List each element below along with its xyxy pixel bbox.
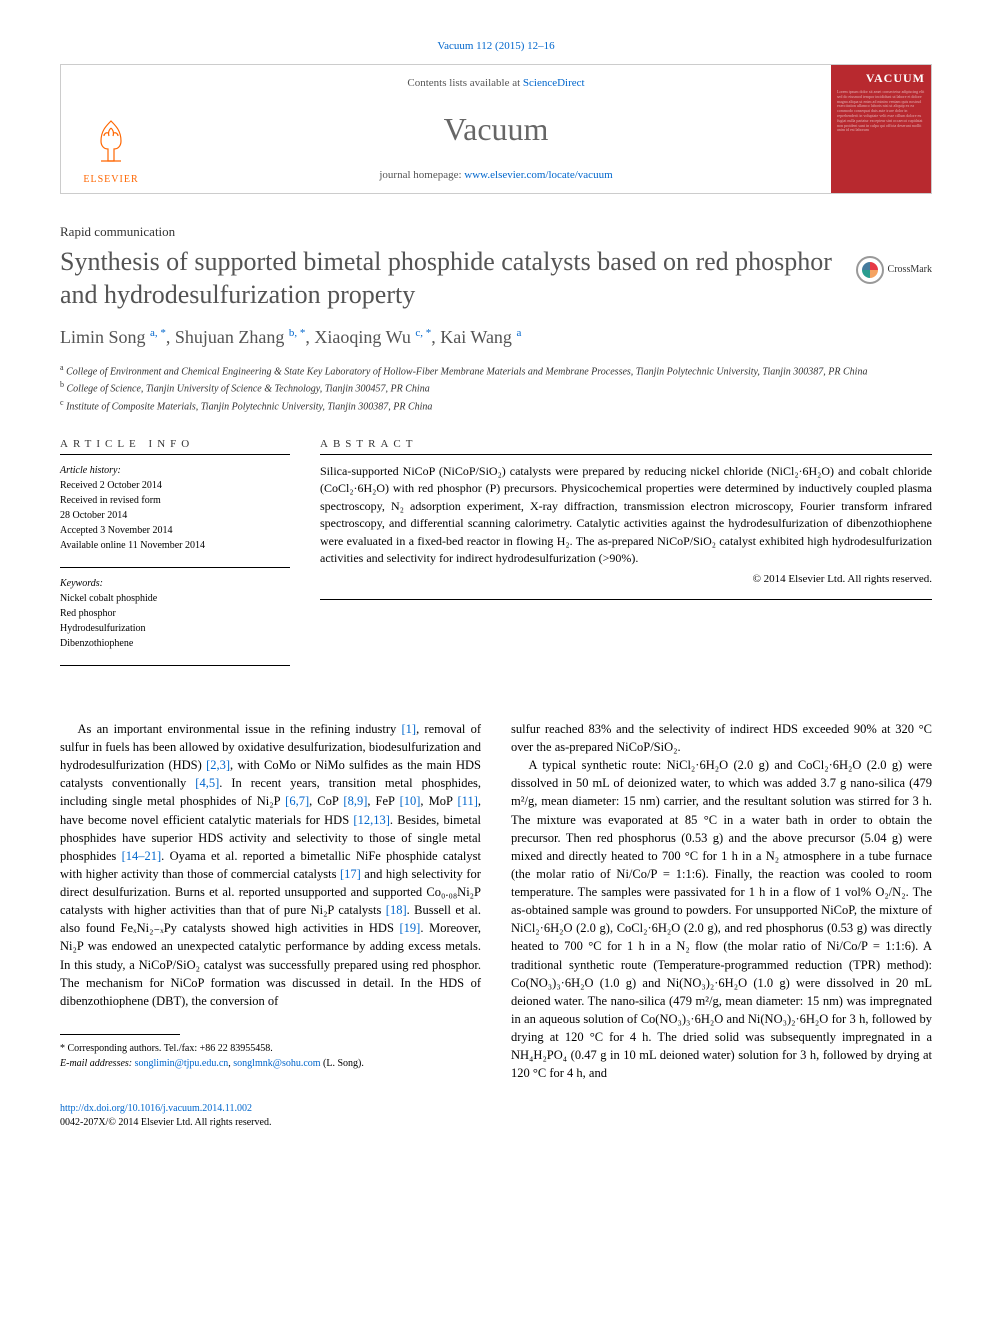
history-accepted: Accepted 3 November 2014 — [60, 525, 172, 536]
footnotes: * Corresponding authors. Tel./fax: +86 2… — [60, 1041, 481, 1071]
author-4: , Kai Wang — [431, 327, 516, 347]
affiliation-a: College of Environment and Chemical Engi… — [66, 366, 867, 377]
article-info-head: ARTICLE INFO — [60, 438, 290, 450]
body-column-left: As an important environmental issue in t… — [60, 720, 481, 1083]
abstract-copyright: © 2014 Elsevier Ltd. All rights reserved… — [320, 573, 932, 585]
sciencedirect-link[interactable]: ScienceDirect — [523, 77, 585, 89]
history-revised-date: 28 October 2014 — [60, 510, 127, 521]
elsevier-tree-icon — [86, 116, 136, 166]
email-link-1[interactable]: songlimin@tjpu.edu.cn — [135, 1058, 229, 1069]
page-footer: http://dx.doi.org/10.1016/j.vacuum.2014.… — [60, 1102, 932, 1130]
affiliation-b: College of Science, Tianjin University o… — [67, 384, 430, 395]
author-3-affil: c, * — [415, 327, 431, 339]
cover-body: Lorem ipsum dolor sit amet consectetur a… — [837, 86, 925, 187]
contents-prefix: Contents lists available at — [407, 77, 522, 89]
email-label: E-mail addresses: — [60, 1058, 135, 1069]
history-label: Article history: — [60, 465, 121, 476]
keyword-1: Nickel cobalt phosphide — [60, 593, 157, 604]
homepage-link[interactable]: www.elsevier.com/locate/vacuum — [464, 169, 612, 181]
affiliation-c: Institute of Composite Materials, Tianji… — [66, 401, 432, 412]
author-1-affil: a, * — [150, 327, 166, 339]
article-info-column: ARTICLE INFO Article history: Received 2… — [60, 438, 290, 680]
authors-line: Limin Song a, *, Shujuan Zhang b, *, Xia… — [60, 327, 932, 348]
history-revised: Received in revised form — [60, 495, 161, 506]
body-para-2b: A typical synthetic route: NiCl₂·6H₂O (2… — [511, 756, 932, 1082]
citation-header: Vacuum 112 (2015) 12–16 — [60, 40, 932, 52]
body-text: As an important environmental issue in t… — [60, 720, 932, 1083]
abstract-column: ABSTRACT Silica-supported NiCoP (NiCoP/S… — [320, 438, 932, 680]
author-3: , Xiaoqing Wu — [305, 327, 415, 347]
keywords-block: Keywords: Nickel cobalt phosphide Red ph… — [60, 567, 290, 651]
article-title-text: Synthesis of supported bimetal phosphide… — [60, 247, 832, 309]
crossmark-icon — [856, 256, 884, 284]
homepage-prefix: journal homepage: — [379, 169, 464, 181]
history-received: Received 2 October 2014 — [60, 480, 162, 491]
crossmark-widget[interactable]: CrossMark — [856, 256, 932, 284]
abstract-body: Silica-supported NiCoP (NiCoP/SiO₂) cata… — [320, 454, 932, 567]
author-2-affil: b, * — [289, 327, 306, 339]
article-type: Rapid communication — [60, 224, 932, 240]
body-column-right: sulfur reached 83% and the selectivity o… — [511, 720, 932, 1083]
journal-name: Vacuum — [161, 111, 831, 148]
email-tail: (L. Song). — [321, 1058, 364, 1069]
body-para-1: As an important environmental issue in t… — [60, 720, 481, 1010]
publisher-logo-box: ELSEVIER — [61, 65, 161, 193]
journal-cover: VACUUM Lorem ipsum dolor sit amet consec… — [831, 65, 931, 193]
affiliations: a College of Environment and Chemical En… — [60, 362, 932, 414]
article-title: Synthesis of supported bimetal phosphide… — [60, 246, 932, 311]
publisher-name: ELSEVIER — [83, 174, 138, 185]
cover-title: VACUUM — [837, 71, 925, 86]
issn-line: 0042-207X/© 2014 Elsevier Ltd. All right… — [60, 1117, 271, 1128]
author-4-affil: a — [516, 327, 521, 339]
body-para-2a: sulfur reached 83% and the selectivity o… — [511, 720, 932, 756]
history-online: Available online 11 November 2014 — [60, 540, 205, 551]
contents-line: Contents lists available at ScienceDirec… — [161, 77, 831, 89]
keyword-4: Dibenzothiophene — [60, 638, 133, 649]
abstract-head: ABSTRACT — [320, 438, 932, 450]
keyword-3: Hydrodesulfurization — [60, 623, 146, 634]
crossmark-label: CrossMark — [888, 264, 932, 277]
keywords-label: Keywords: — [60, 578, 103, 589]
article-history: Article history: Received 2 October 2014… — [60, 454, 290, 553]
email-link-2[interactable]: songlmnk@sohu.com — [233, 1058, 320, 1069]
author-2: , Shujuan Zhang — [166, 327, 289, 347]
doi-link[interactable]: http://dx.doi.org/10.1016/j.vacuum.2014.… — [60, 1103, 252, 1114]
corresponding-author-note: * Corresponding authors. Tel./fax: +86 2… — [60, 1041, 481, 1056]
author-1: Limin Song — [60, 327, 150, 347]
masthead: ELSEVIER Contents lists available at Sci… — [60, 64, 932, 194]
keyword-2: Red phosphor — [60, 608, 116, 619]
homepage-line: journal homepage: www.elsevier.com/locat… — [161, 169, 831, 181]
